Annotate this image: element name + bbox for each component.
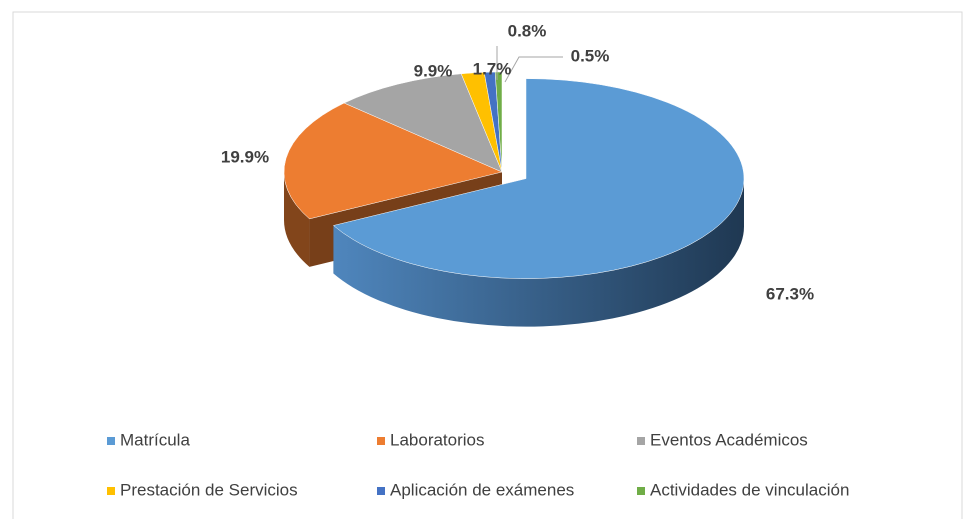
leader-line bbox=[504, 56, 563, 83]
legend-label: Actividades de vinculación bbox=[650, 480, 849, 499]
data-label: 67.3% bbox=[766, 284, 814, 303]
data-label: 0.8% bbox=[508, 21, 547, 40]
legend-label: Laboratorios bbox=[390, 430, 485, 449]
slice-wall bbox=[284, 172, 310, 267]
slice-wall bbox=[333, 178, 744, 327]
data-label: 0.5% bbox=[571, 46, 610, 65]
slice bbox=[343, 73, 503, 173]
legend-swatch bbox=[107, 487, 115, 495]
legend-label: Eventos Académicos bbox=[650, 430, 808, 449]
legend-label: Matrícula bbox=[120, 430, 190, 449]
slice bbox=[283, 102, 503, 220]
legend-swatch bbox=[637, 437, 645, 445]
data-label: 9.9% bbox=[414, 61, 453, 80]
data-label: 19.9% bbox=[221, 147, 269, 166]
data-label: 1.7% bbox=[473, 59, 512, 78]
legend-swatch bbox=[377, 487, 385, 495]
legend-label: Prestación de Servicios bbox=[120, 480, 298, 499]
legend-swatch bbox=[377, 437, 385, 445]
legend-label: Aplicación de exámenes bbox=[390, 480, 574, 499]
legend-swatch bbox=[637, 487, 645, 495]
slice bbox=[332, 78, 745, 279]
slice bbox=[494, 71, 503, 173]
legend-swatch bbox=[107, 437, 115, 445]
